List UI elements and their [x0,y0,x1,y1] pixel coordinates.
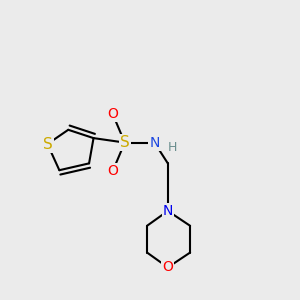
Text: H: H [168,140,177,154]
Text: O: O [162,260,173,274]
Text: O: O [107,164,118,178]
Text: S: S [43,136,52,152]
Text: N: N [163,204,173,218]
Text: O: O [107,107,118,121]
Text: S: S [120,135,130,150]
Text: N: N [149,136,160,150]
